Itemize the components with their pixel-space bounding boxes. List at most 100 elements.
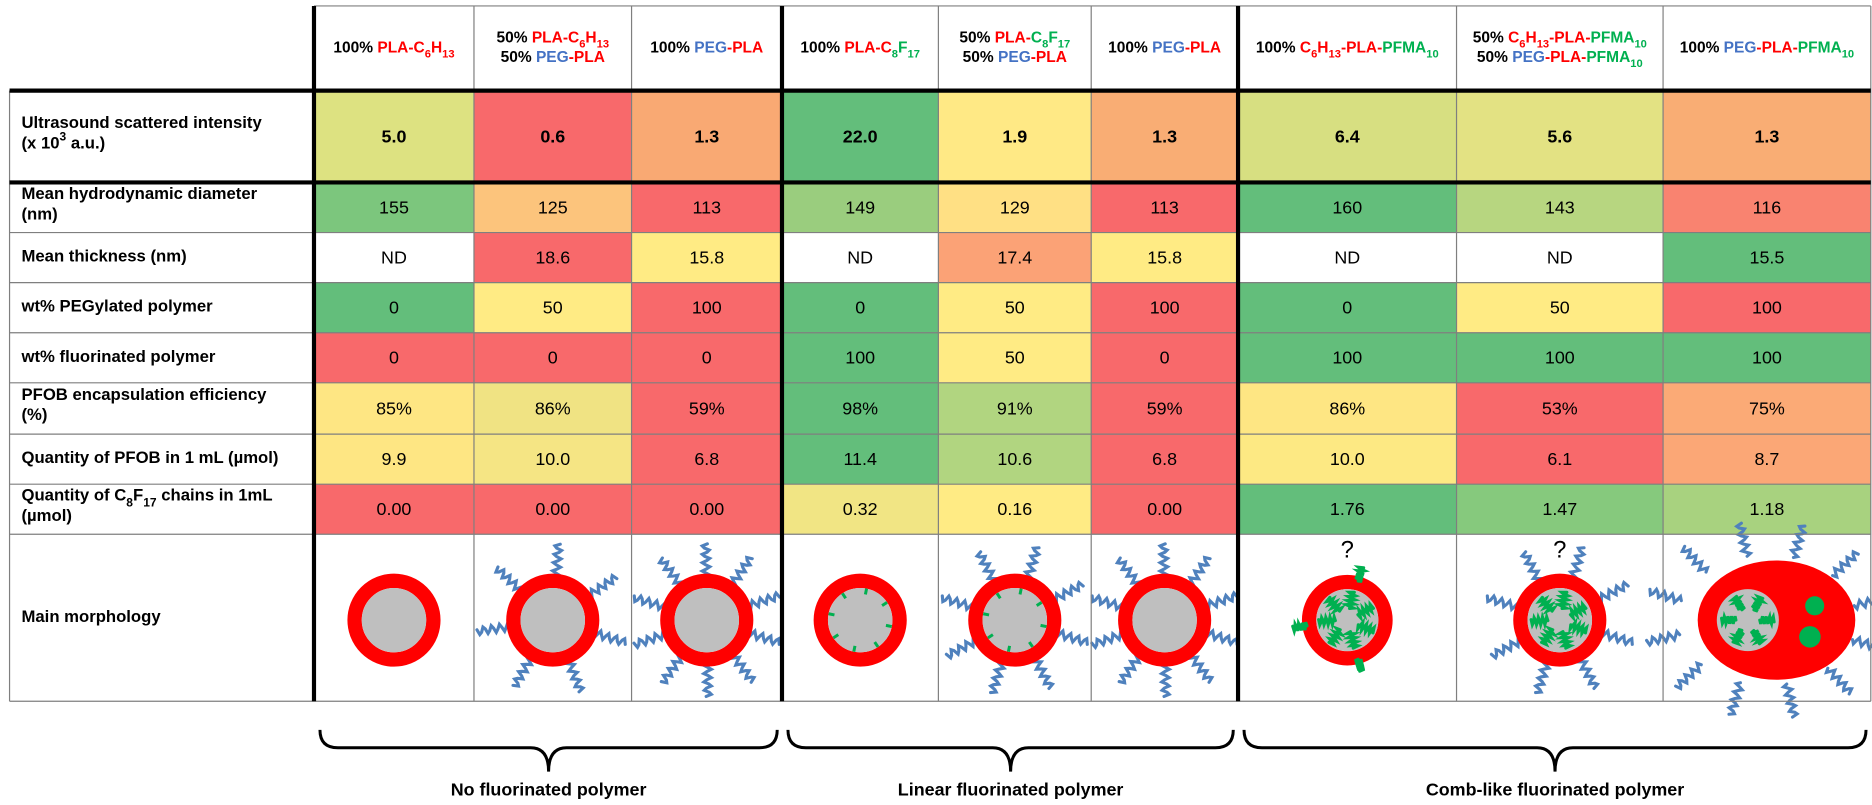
fluoro-domain	[1799, 626, 1821, 648]
cell-value: 100	[845, 348, 875, 368]
cell-fill	[1091, 484, 1239, 535]
polymer-chain	[1568, 617, 1589, 639]
polymer-chain	[1596, 579, 1630, 606]
cell-fill	[1091, 434, 1239, 485]
cell-fill	[473, 282, 632, 333]
text-run: 10	[1634, 39, 1646, 51]
cell-fill	[313, 332, 474, 383]
polymer-chain	[1186, 652, 1215, 684]
cell-fill	[473, 484, 632, 535]
polymer-chain	[511, 655, 535, 688]
text-run: 100%	[1680, 39, 1724, 56]
text-run: PLA-C	[377, 39, 424, 56]
polymer-chain	[1187, 555, 1212, 588]
rich-text: (µmol)	[21, 506, 71, 525]
cell-fill	[631, 484, 782, 535]
text-run: 6	[425, 48, 431, 60]
polymer-chain	[1022, 546, 1042, 581]
cell-value: 10.6	[997, 449, 1032, 469]
polymer-chain	[1341, 630, 1363, 650]
cell-fill	[781, 332, 939, 383]
text-run: PLA-C	[844, 39, 891, 56]
particle-core	[982, 587, 1048, 653]
particle-core	[827, 587, 893, 653]
cell-value: 100	[1150, 298, 1180, 318]
polymer-chain	[1204, 627, 1239, 648]
cell-value: 1.9	[1002, 126, 1027, 146]
particle-shell	[1118, 573, 1212, 667]
polymer-chain	[1090, 593, 1126, 613]
fluoro-chain	[1018, 588, 1023, 595]
cell-value: 100	[1752, 298, 1782, 318]
text-run: F	[898, 39, 907, 56]
text-run: -PLA	[727, 39, 763, 56]
cell-fill	[1238, 182, 1457, 233]
cell-fill	[1663, 232, 1871, 283]
text-run: PEG	[1724, 39, 1757, 56]
cell-value: 17.4	[997, 248, 1032, 268]
cell-value: 0	[548, 348, 558, 368]
cell-fill	[473, 434, 632, 485]
cell-value: ND	[847, 248, 873, 268]
text-run: Mean hydrodynamic diameter	[21, 184, 257, 203]
polymer-chain	[1114, 556, 1144, 588]
text-run: 13	[1537, 39, 1549, 51]
cell-value: 6.8	[694, 449, 719, 469]
fluoro-chain	[1006, 645, 1012, 653]
text-run: -PLA-	[1756, 39, 1797, 56]
cell-value: 91%	[997, 398, 1033, 418]
cell-value: 50	[1005, 348, 1025, 368]
cell-value: 116	[1753, 197, 1782, 217]
cell-value: 22.0	[843, 126, 878, 146]
cell-fill	[938, 434, 1092, 485]
text-run: PEG	[536, 49, 569, 66]
rich-text: PFOB encapsulation efficiency	[21, 385, 267, 404]
rich-text: 50% C6H13-PLA-PFMA10	[1473, 30, 1647, 51]
cell-fill	[313, 382, 474, 435]
polymer-chain	[1158, 661, 1173, 699]
text-run: H	[1526, 30, 1537, 47]
cell-fill	[1238, 90, 1457, 183]
cell-value: 100	[1332, 348, 1362, 368]
polymer-chain	[940, 593, 976, 613]
cell-fill	[1456, 434, 1664, 485]
cell-fill	[1663, 484, 1871, 535]
text-run: 100%	[650, 39, 694, 56]
cell-value: 1.3	[1755, 126, 1780, 146]
cell-fill	[1091, 282, 1239, 333]
polymer-chain	[700, 661, 715, 699]
cell-value: 1.3	[694, 126, 719, 146]
rich-text: 100% PLA-C8F17	[800, 39, 919, 60]
cell-value: 50	[1005, 298, 1025, 318]
cell-fill	[1238, 232, 1457, 283]
particle-shell	[1301, 574, 1393, 666]
cell-value: 113	[693, 197, 722, 217]
text-run: (x 10	[21, 134, 59, 153]
text-run: PEG	[998, 49, 1031, 66]
polymer-chain	[1574, 656, 1601, 691]
text-run: -PLA	[1031, 49, 1067, 66]
polymer-chain	[1850, 634, 1872, 652]
cell-value: 100	[1752, 348, 1782, 368]
rich-text: (nm)	[21, 205, 57, 224]
text-run: PFMA	[1586, 49, 1630, 66]
group-label: Linear fluorinated polymer	[898, 779, 1124, 799]
cell-value: 1.3	[1152, 126, 1177, 146]
rich-text: 50% PEG-PLA-PFMA10	[1477, 49, 1643, 70]
cell-value: 155	[379, 197, 409, 217]
cell-value: 160	[1332, 197, 1362, 217]
cell-fill	[938, 232, 1092, 283]
cell-value: 0	[855, 298, 865, 318]
polymer-chain	[1648, 586, 1683, 606]
polymer-chain	[1750, 593, 1769, 613]
polymer-chain	[1788, 524, 1808, 560]
polymer-chain	[1599, 627, 1634, 648]
cell-fill	[1091, 90, 1239, 183]
fluoro-chain	[987, 633, 994, 640]
cell-value: 53%	[1542, 398, 1578, 418]
cell-value: 59%	[1147, 398, 1183, 418]
cell-fill	[938, 282, 1092, 333]
text-run: chains in 1mL	[157, 486, 273, 505]
cell-fill	[313, 90, 474, 183]
text-run: 100%	[800, 39, 844, 56]
